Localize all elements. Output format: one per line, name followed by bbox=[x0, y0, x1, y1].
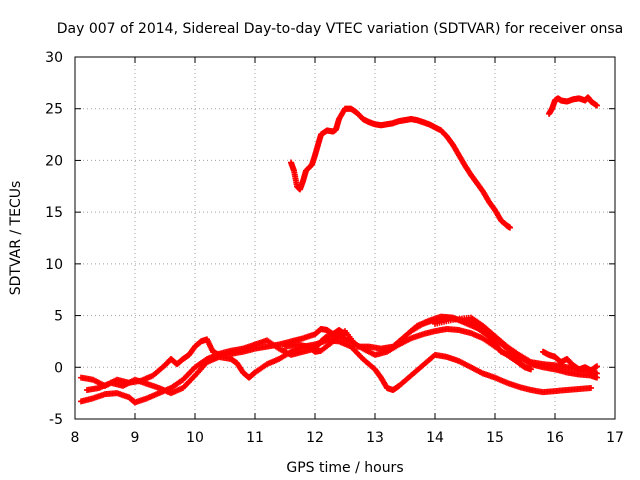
x-tick-label: 12 bbox=[306, 430, 324, 446]
y-tick-label: 20 bbox=[45, 153, 63, 169]
series-low-6 bbox=[432, 314, 600, 377]
y-tick-label: 30 bbox=[45, 50, 63, 66]
data-point bbox=[594, 102, 600, 109]
data-point bbox=[588, 384, 594, 391]
y-tick-label: 0 bbox=[54, 360, 63, 376]
axis-ticks: 8 9 10 11 12 13 14 15 16 17 -5 0 5 10 15 20 25 30 bbox=[45, 50, 624, 446]
x-tick-label: 17 bbox=[606, 430, 624, 446]
x-tick-label: 10 bbox=[186, 430, 204, 446]
series-high-a bbox=[288, 105, 513, 231]
x-tick-label: 14 bbox=[426, 430, 444, 446]
y-tick-label: 25 bbox=[45, 102, 63, 118]
y-tick-label: 5 bbox=[54, 309, 63, 325]
grid-lines bbox=[75, 57, 615, 419]
series-low-7 bbox=[540, 348, 600, 374]
data-marks bbox=[78, 94, 600, 406]
y-axis-label: SDTVAR / TECUs bbox=[8, 181, 24, 296]
x-tick-label: 16 bbox=[546, 430, 564, 446]
data-point bbox=[528, 366, 534, 373]
y-tick-label: 15 bbox=[45, 205, 63, 221]
x-axis-label: GPS time / hours bbox=[286, 460, 403, 476]
x-tick-label: 8 bbox=[71, 430, 80, 446]
y-tick-label: 10 bbox=[45, 257, 63, 273]
x-tick-label: 15 bbox=[486, 430, 504, 446]
x-tick-label: 11 bbox=[246, 430, 264, 446]
plot-frame bbox=[74, 56, 616, 420]
y-tick-label: -5 bbox=[49, 412, 63, 428]
x-tick-label: 13 bbox=[366, 430, 384, 446]
series-high-b bbox=[546, 94, 600, 117]
x-tick-label: 9 bbox=[131, 430, 140, 446]
chart-title: Day 007 of 2014, Sidereal Day-to-day VTE… bbox=[57, 21, 624, 37]
data-point bbox=[594, 363, 600, 370]
data-point bbox=[507, 224, 513, 231]
data-point bbox=[594, 370, 600, 377]
series-low-3 bbox=[84, 337, 594, 397]
